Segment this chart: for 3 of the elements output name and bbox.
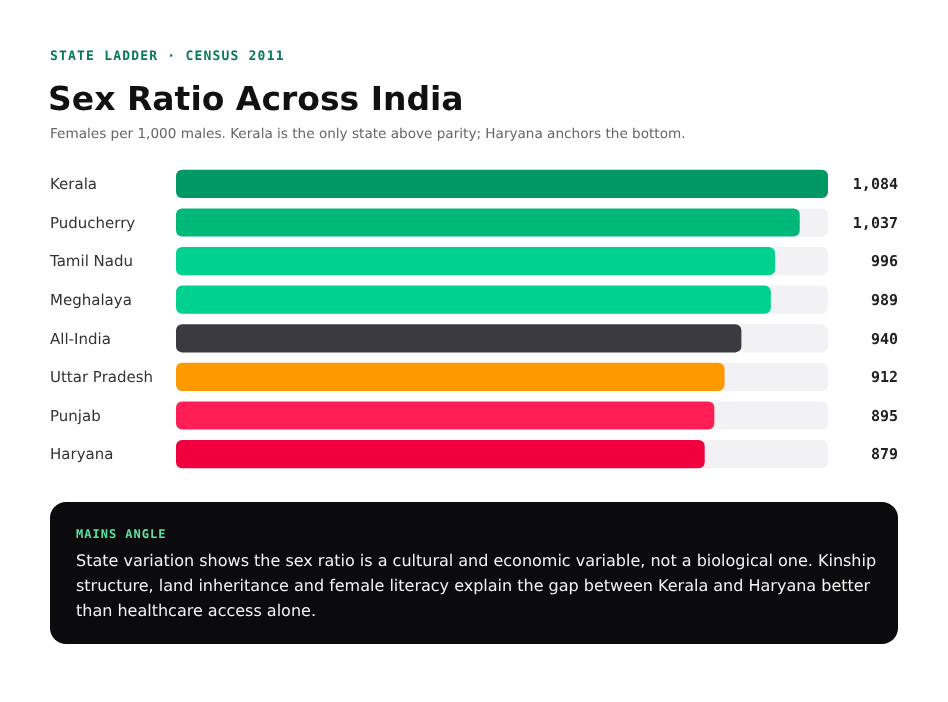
chart-title: Sex Ratio Across India [48,80,464,118]
bar [176,169,828,199]
text: State variation shows the sex ratio is a cultural and economic variable, not a biological one. Kinship structure, land inheritance and female literacy explain the gap between Kerala and Haryana better than healthcare access alone. [76,552,877,620]
